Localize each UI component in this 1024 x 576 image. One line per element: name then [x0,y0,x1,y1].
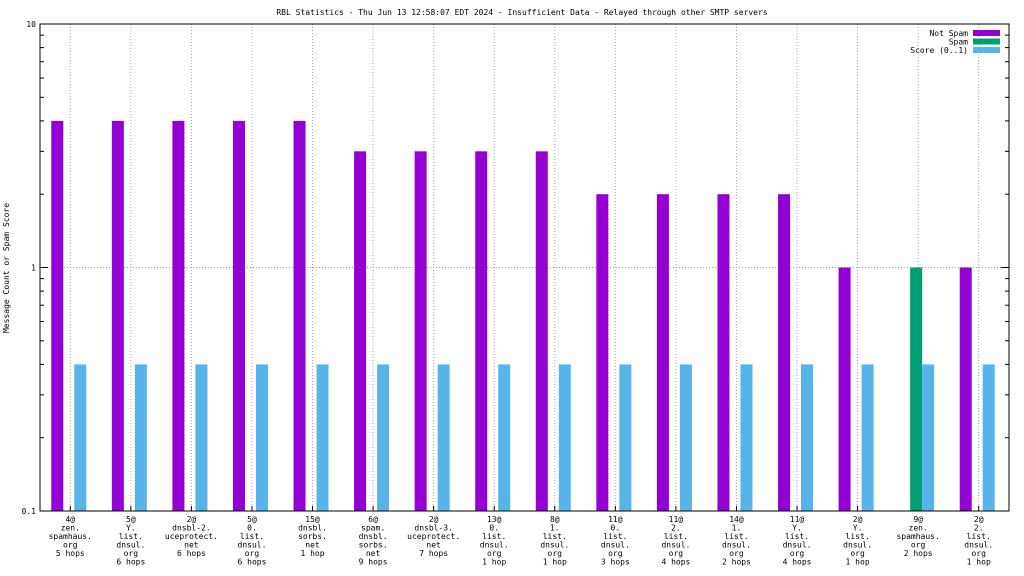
bar-score-0-1 [740,364,753,511]
axis-ticks [40,34,1009,512]
bar-not-spam [293,120,306,512]
y-axis-label: Message Count or Spam Score [2,203,11,333]
bar-score-0-1 [498,364,511,511]
bar-not-spam [51,120,64,512]
bar-score-0-1 [255,364,268,511]
y-tick-label: 10 [26,20,36,29]
chart-title: RBL Statistics - Thu Jun 13 12:58:07 EDT… [276,8,767,17]
bar-score-0-1 [922,364,935,511]
bar-not-spam [959,267,972,511]
legend-label: Spam [949,38,968,47]
bar-not-spam [656,194,669,511]
bars [51,120,995,512]
bar-score-0-1 [437,364,450,511]
bar-score-0-1 [679,364,692,511]
bar-not-spam [596,194,609,511]
bar-score-0-1 [195,364,208,511]
bar-spam [910,267,923,511]
bar-not-spam [414,151,427,511]
x-tick-label: 2@ dnsbl-3. uceprotect. net 7 hops [407,515,460,558]
bar-not-spam [111,120,124,512]
bar-not-spam [838,267,851,511]
bar-score-0-1 [134,364,147,511]
x-tick-label: 11@ 2. list. dnsul. org 4 hops [661,515,690,567]
bar-score-0-1 [558,364,571,511]
y-tick-label: 1 [31,264,36,273]
x-tick-label: 13@ 0. list. dnsul. org 1 hop [480,515,509,567]
x-tick-label: 2@ 2. list. dnsul. org 1 hop [964,515,993,567]
bar-not-spam [535,151,548,511]
bar-score-0-1 [377,364,390,511]
bar-not-spam [172,120,185,512]
legend-label: Not Spam [929,29,968,38]
y-tick-labels: 0.1 1 10 [22,20,37,516]
legend-label: Score (0..1) [910,46,968,55]
bar-not-spam [475,151,488,511]
bar-score-0-1 [74,364,87,511]
x-tick-label: 2@ dnsbl-2. uceprotect. net 6 hops [165,515,218,558]
x-tick-label: 2@ Y. list. dnsul. org 1 hop [843,515,872,567]
x-tick-label: 11@ Y. list. dnsul. org 4 hops [783,515,812,567]
x-tick-label: 9@ zen. spamhaus. org 2 hops [896,515,939,558]
x-tick-label: 8@ 1. list. dnsul. org 1 hop [540,515,569,567]
x-tick-labels: 4@ zen. spamhaus. org 5 hops 5@ Y. list. dnsul. o… [49,515,994,567]
x-tick-label: 5@ Y. list. dnsul. org 6 hops [116,515,145,567]
legend-swatch [973,30,1000,36]
bar-score-0-1 [619,364,632,511]
legend-swatch [973,38,1000,45]
bar-score-0-1 [982,364,995,511]
bar-not-spam [354,151,367,511]
bar-not-spam [778,194,791,511]
x-tick-label: 15@ dnsbl. sorbs. net 1 hop [298,515,327,558]
bar-not-spam [717,194,730,511]
bar-score-0-1 [861,364,874,511]
bar-score-0-1 [801,364,814,511]
y-tick-label: 0.1 [22,507,37,516]
bar-score-0-1 [316,364,329,511]
x-tick-label: 4@ zen. spamhaus. org 5 hops [49,515,92,558]
bar-not-spam [232,120,245,512]
legend-swatch [973,47,1000,53]
x-tick-label: 11@ 0. list. dnsul. org 3 hops [601,515,630,567]
x-tick-label: 14@ 1. list. dnsul. org 2 hops [722,515,751,567]
plot-border [39,23,1010,512]
x-tick-label: 6@ spam. dnsbl. sorbs. net 9 hops [359,515,388,567]
x-tick-label: 5@ 0. list. dnsul. org 6 hops [238,515,267,567]
